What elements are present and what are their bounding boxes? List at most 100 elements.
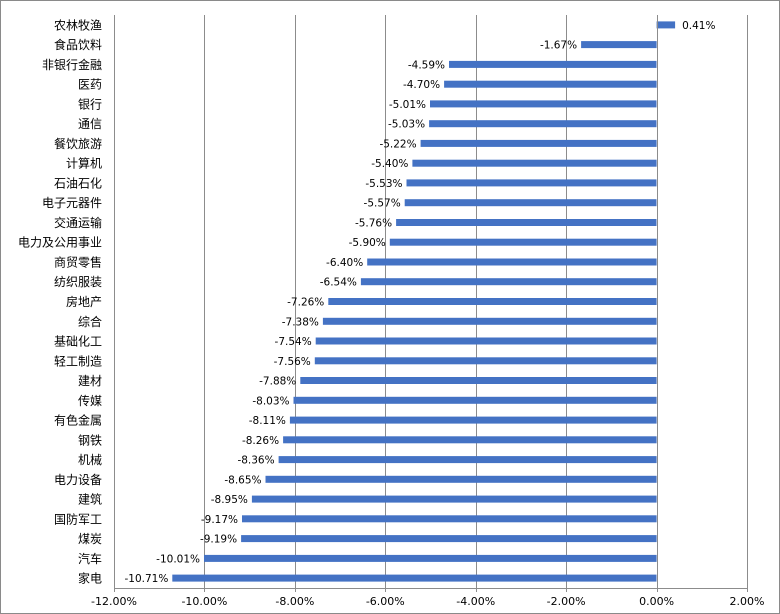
bar-0: [656, 21, 676, 29]
category-label-16: 基础化工: [54, 335, 102, 349]
bar-3: [444, 80, 657, 88]
value-label-18: -7.88%: [259, 376, 296, 388]
axes: [114, 15, 748, 592]
bar-2: [449, 60, 657, 68]
x-tick-label-5: -2.00%: [547, 595, 586, 608]
bar-14: [328, 298, 657, 305]
bar-16: [315, 337, 657, 345]
value-label-19: -8.03%: [252, 395, 289, 407]
bars: [172, 21, 676, 582]
value-label-17: -7.56%: [274, 356, 311, 368]
category-label-25: 国防军工: [54, 511, 102, 526]
category-label-17: 轻工制造: [54, 354, 102, 368]
bar-5: [429, 120, 657, 128]
category-label-24: 建筑: [78, 492, 102, 507]
bar-15: [322, 317, 657, 325]
bar-7: [412, 159, 657, 167]
bar-11: [389, 238, 657, 246]
category-label-3: 医药: [78, 78, 102, 92]
category-label-5: 通信: [78, 117, 102, 131]
value-label-12: -6.40%: [326, 257, 363, 269]
value-label-14: -7.26%: [287, 297, 324, 309]
category-label-26: 煤炭: [78, 532, 102, 546]
value-label-10: -5.76%: [355, 218, 392, 230]
value-label-1: -1.67%: [540, 40, 577, 52]
category-label-11: 电力及公用事业: [18, 236, 102, 250]
x-tick-label-6: 0.00%: [639, 595, 674, 608]
bar-9: [404, 199, 657, 207]
bar-8: [406, 179, 657, 187]
bar-17: [314, 357, 657, 365]
x-tick-label-2: -8.00%: [275, 595, 314, 608]
bar-27: [204, 554, 657, 562]
category-label-15: 综合: [78, 314, 102, 329]
value-label-21: -8.26%: [242, 435, 279, 447]
value-label-20: -8.11%: [249, 415, 286, 427]
bar-26: [241, 535, 657, 543]
category-label-7: 计算机: [66, 156, 102, 171]
bar-13: [360, 278, 657, 286]
value-label-8: -5.53%: [365, 178, 402, 190]
value-label-15: -7.38%: [282, 316, 319, 328]
category-label-0: 农林牧渔: [54, 18, 102, 32]
category-label-27: 汽车: [78, 551, 102, 566]
category-label-19: 传媒: [78, 393, 102, 408]
value-label-4: -5.01%: [389, 99, 426, 111]
bar-22: [278, 456, 657, 464]
value-label-7: -5.40%: [371, 158, 408, 170]
x-tick-label-7: 2.00%: [730, 595, 765, 608]
x-tick-label-0: -12.00%: [91, 595, 137, 608]
value-label-26: -9.19%: [200, 534, 237, 546]
value-label-16: -7.54%: [275, 336, 312, 348]
value-label-27: -10.01%: [156, 553, 200, 565]
bar-4: [430, 100, 657, 108]
bar-21: [283, 436, 657, 444]
value-label-2: -4.59%: [408, 59, 445, 71]
category-label-9: 电子元器件: [42, 196, 102, 210]
category-label-21: 钢铁: [78, 433, 102, 447]
bar-23: [265, 475, 657, 483]
bar-1: [581, 41, 657, 49]
x-tick-label-4: -4.00%: [456, 595, 495, 608]
bar-20: [289, 416, 657, 424]
value-label-5: -5.03%: [388, 119, 425, 131]
category-label-8: 石油石化: [54, 176, 102, 190]
category-label-28: 家电: [78, 571, 102, 586]
category-label-6: 餐饮旅游: [54, 136, 102, 151]
bar-18: [300, 377, 657, 384]
value-label-23: -8.65%: [224, 474, 261, 486]
bar-28: [172, 574, 657, 582]
category-label-2: 非银行金融: [42, 57, 102, 72]
category-label-18: 建材: [78, 374, 102, 388]
category-label-10: 交通运输: [54, 215, 102, 230]
category-label-20: 有色金属: [54, 413, 102, 428]
value-label-24: -8.95%: [211, 494, 248, 506]
labels: -12.00% -10.00% -8.00% -6.00% -4.00% -2.00% 0.…: [18, 18, 764, 608]
value-label-11: -5.90%: [349, 237, 386, 249]
x-tick-label-3: -6.00%: [366, 595, 405, 608]
bar-6: [420, 139, 657, 147]
category-label-1: 食品饮料: [54, 37, 102, 52]
bar-10: [396, 219, 657, 226]
value-label-28: -10.71%: [124, 573, 168, 585]
value-label-22: -8.36%: [237, 455, 274, 467]
bar-24: [251, 495, 657, 503]
value-label-9: -5.57%: [364, 198, 401, 210]
bar-25: [242, 515, 657, 523]
value-label-6: -5.22%: [379, 138, 416, 150]
category-label-14: 房地产: [66, 294, 102, 309]
category-label-4: 银行: [78, 97, 102, 111]
bar-19: [293, 396, 657, 404]
value-label-0: 0.41%: [682, 20, 715, 32]
value-label-25: -9.17%: [201, 514, 238, 526]
category-label-23: 电力设备: [54, 473, 102, 487]
bar-12: [367, 258, 657, 266]
value-label-3: -4.70%: [403, 79, 440, 91]
category-label-12: 商贸零售: [54, 255, 102, 270]
category-label-22: 机械: [78, 452, 102, 467]
category-label-13: 纺织服装: [54, 275, 102, 289]
value-label-13: -6.54%: [320, 277, 357, 289]
x-tick-label-1: -10.00%: [181, 595, 227, 608]
